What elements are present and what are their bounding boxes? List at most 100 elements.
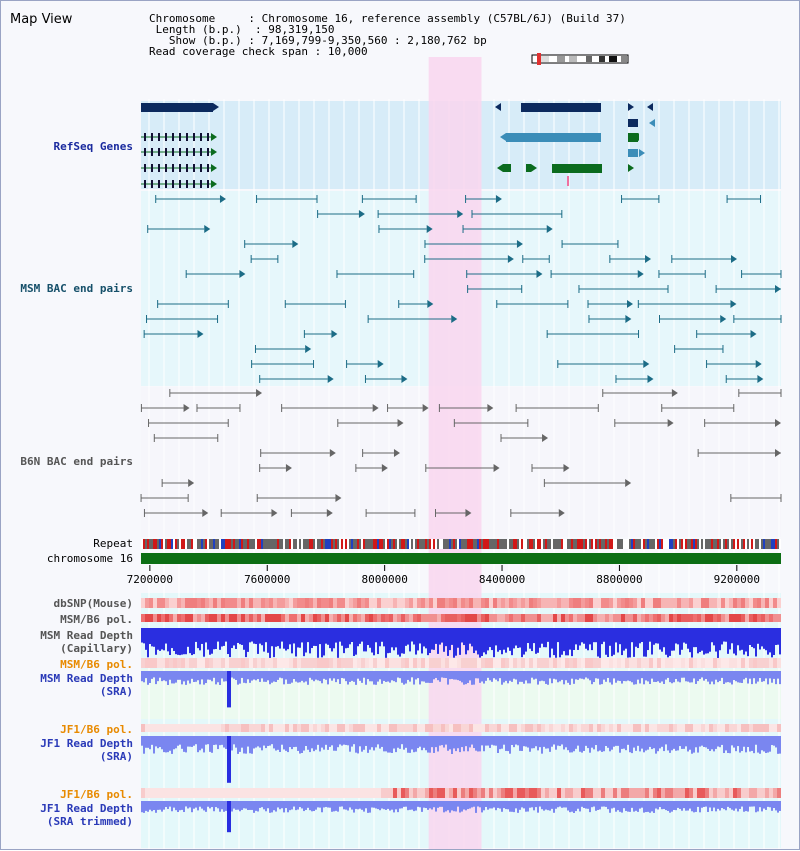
jf1-trim-depth-bar — [581, 801, 583, 807]
jf1-depth-bar — [319, 736, 321, 752]
jf1-trim-depth-bar — [591, 801, 593, 808]
jf1-trim-depth-bar — [527, 801, 529, 812]
repeat-mark — [257, 539, 259, 549]
jf1-depth-bar — [569, 736, 571, 753]
dbsnp-cell — [685, 598, 689, 608]
track-label-jf1-pol-2[interactable]: JF1/B6 pol. — [60, 788, 133, 801]
jf1-pol-cell — [537, 724, 541, 732]
jf1-depth-bar — [677, 736, 679, 751]
msm-sra-depth-bar — [195, 671, 197, 682]
jf1-trim-depth-bar — [217, 801, 219, 809]
jf1-depth-bar — [207, 736, 209, 745]
jf1-depth-bar — [383, 736, 385, 752]
track-label-msm-pol-2[interactable]: MSM/B6 pol. — [60, 658, 133, 671]
track-label-msm-depth-sra[interactable]: MSM Read Depth — [40, 672, 133, 685]
repeat-mark — [499, 539, 501, 549]
track-label-msm-bac[interactable]: MSM BAC end pairs — [20, 282, 133, 295]
repeat-mark — [235, 539, 237, 549]
jf1-pol2-cell — [673, 788, 677, 798]
jf1-pol2-cell — [621, 788, 625, 798]
jf1-trim-depth-bar — [511, 801, 513, 812]
msm-sra-depth-bar — [329, 671, 331, 679]
msm-pol2-cell — [181, 658, 185, 668]
jf1-depth-bar — [571, 736, 573, 753]
dbsnp-cell — [761, 598, 765, 608]
repeat-mark — [681, 539, 683, 549]
jf1-pol-cell — [457, 724, 461, 732]
jf1-trim-depth-bar — [611, 801, 613, 809]
jf1-depth-bar — [307, 736, 309, 750]
jf1-pol2-cell — [649, 788, 653, 798]
track-label-msm-pol-1[interactable]: MSM/B6 pol. — [60, 613, 133, 626]
msm-cap-depth-bar — [367, 628, 369, 646]
gene-exon — [193, 180, 195, 188]
jf1-pol-cell — [481, 724, 485, 732]
track-label-refseq[interactable]: RefSeq Genes — [53, 140, 133, 153]
msm-cap-depth-bar — [155, 628, 157, 655]
msm-pol2-cell — [549, 658, 553, 668]
jf1-depth-bar — [631, 736, 633, 754]
jf1-trim-depth-bar — [161, 801, 163, 812]
jf1-pol-cell — [277, 724, 281, 732]
msm-cap-depth-bar — [641, 628, 643, 642]
jf1-depth-bar — [443, 736, 445, 748]
track-label-b6n-bac[interactable]: B6N BAC end pairs — [20, 455, 133, 468]
jf1-pol-cell — [621, 724, 625, 732]
axis-label-4: 8800000 — [596, 573, 642, 586]
msm-pol2-cell — [613, 658, 617, 668]
track-label-jf1-trim[interactable]: JF1 Read Depth — [40, 802, 133, 815]
msm-pol-cell — [473, 614, 477, 622]
jf1-trim-depth-bar — [717, 801, 719, 809]
msm-cap-depth-bar — [703, 628, 705, 655]
track-label-jf1-depth[interactable]: JF1 Read Depth — [40, 737, 133, 750]
msm-sra-depth-bar — [451, 671, 453, 679]
repeat-mark — [575, 539, 577, 549]
repeat-mark — [471, 539, 473, 549]
track-label-msm-depth-cap[interactable]: MSM Read Depth — [40, 629, 133, 642]
jf1-trim-depth-bar — [667, 801, 669, 811]
msm-bac-arrow — [645, 255, 652, 263]
jf1-trim-depth-bar — [201, 801, 203, 809]
repeat-mark — [591, 539, 593, 549]
dbsnp-cell — [677, 598, 681, 608]
jf1-pol2-cell — [773, 788, 777, 798]
jf1-pol2-cell — [709, 788, 713, 798]
gene-arrow — [211, 164, 217, 172]
msm-cap-depth-bar — [193, 628, 195, 655]
msm-pol2-cell — [773, 658, 777, 668]
jf1-trim-depth-bar — [463, 801, 465, 810]
msm-cap-depth-bar — [171, 628, 173, 649]
msm-sra-depth-bar — [347, 671, 349, 685]
msm-bac-arrow — [292, 240, 299, 248]
dbsnp-cell — [305, 598, 309, 608]
msm-pol2-cell — [297, 658, 301, 668]
jf1-trim-depth-bar — [459, 801, 461, 813]
msm-cap-depth-bar — [539, 628, 541, 648]
msm-pol-cell — [673, 614, 677, 622]
jf1-depth-bar — [499, 736, 501, 750]
jf1-pol-cell — [221, 724, 225, 732]
jf1-trim-depth-bar — [353, 801, 355, 813]
msm-pol-cell — [245, 614, 249, 622]
repeat-mark — [295, 539, 297, 549]
jf1-pol-cell — [569, 724, 573, 732]
jf1-trim-depth-bar — [181, 801, 183, 810]
dbsnp-cell — [741, 598, 745, 608]
dbsnp-cell — [625, 598, 629, 608]
msm-pol2-cell — [481, 658, 485, 668]
msm-cap-depth-bar — [559, 628, 561, 658]
jf1-pol-cell — [189, 724, 193, 732]
jf1-depth-bar — [193, 736, 195, 746]
msm-pol-cell — [505, 614, 509, 622]
jf1-trim-depth-bar — [247, 801, 249, 811]
track-label-dbsnp[interactable]: dbSNP(Mouse) — [53, 597, 133, 610]
msm-cap-depth-bar — [477, 628, 479, 655]
jf1-pol2-cell — [337, 788, 341, 798]
dbsnp-cell — [193, 598, 197, 608]
track-label-jf1-pol-1[interactable]: JF1/B6 pol. — [60, 723, 133, 736]
msm-bac-arrow — [327, 375, 334, 383]
repeat-mark — [329, 539, 331, 549]
msm-sra-depth-bar — [535, 671, 537, 679]
jf1-trim-depth-bar — [467, 801, 469, 810]
